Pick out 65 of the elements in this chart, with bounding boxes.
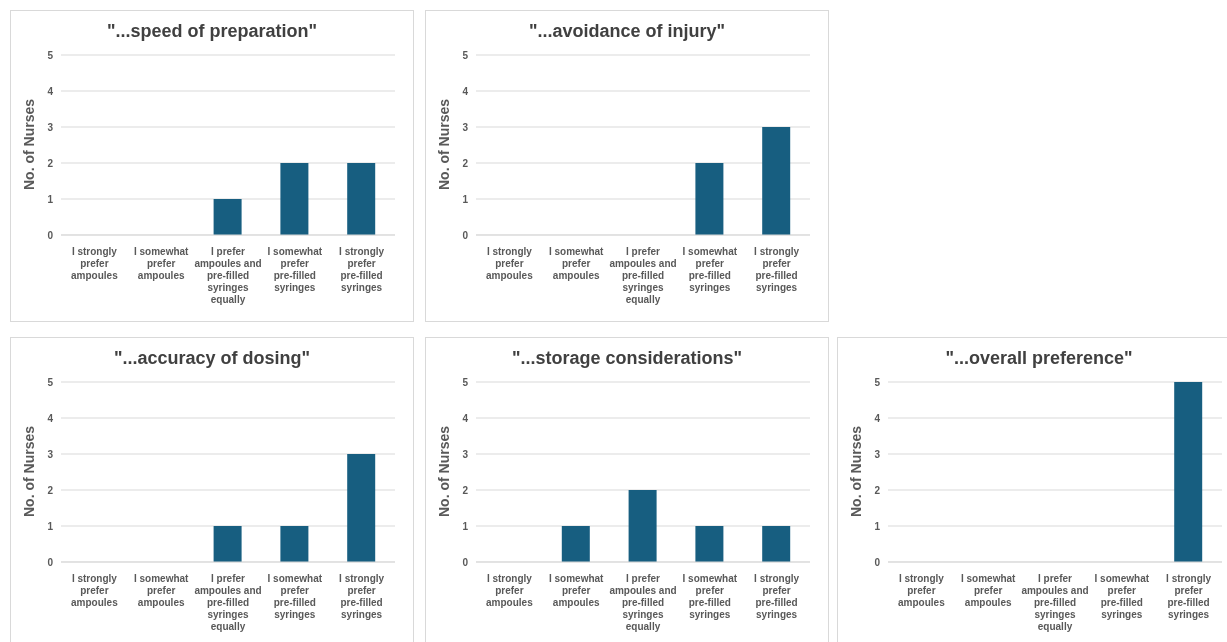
y-tick-label: 1	[874, 520, 881, 532]
x-tick-label: I strongly prefer pre-filled syringes	[754, 573, 800, 620]
x-tick-label: I strongly prefer ampoules	[71, 573, 119, 608]
y-tick-label: 4	[47, 412, 54, 424]
y-tick-label: 5	[47, 49, 54, 61]
y-axis-title: No. of Nurses	[847, 425, 864, 517]
y-tick-label: 1	[47, 520, 54, 532]
y-tick-label: 2	[462, 484, 469, 496]
x-tick-label: I somewhat prefer pre-filled syringes	[682, 573, 738, 620]
chart-title: "...avoidance of injury"	[527, 21, 727, 43]
x-tick-label: I strongly prefer ampoules	[486, 573, 534, 608]
y-tick-label: 0	[462, 556, 469, 568]
y-tick-label: 4	[462, 85, 469, 97]
y-tick-label: 5	[462, 49, 469, 61]
x-tick-label: I strongly prefer pre-filled syringes	[754, 246, 800, 293]
x-tick-label: I somewhat prefer pre-filled syringes	[267, 246, 323, 293]
x-tick-label: I strongly prefer pre-filled syringes	[339, 246, 385, 293]
x-tick-label: I strongly prefer ampoules	[898, 573, 946, 608]
x-tick-label: I somewhat prefer pre-filled syringes	[1094, 573, 1150, 620]
y-tick-label: 2	[47, 157, 54, 169]
y-tick-label: 4	[462, 412, 469, 424]
x-tick-label: I strongly prefer ampoules	[486, 246, 534, 281]
y-tick-label: 2	[47, 484, 54, 496]
x-tick-label: I somewhat prefer ampoules	[960, 573, 1017, 608]
chart-title: "...storage considerations"	[510, 348, 744, 370]
x-tick-label: I prefer ampoules and pre-filled syringes equally	[609, 573, 677, 632]
y-tick-label: 5	[462, 376, 469, 388]
x-tick-label: I prefer ampoules and pre-filled syringes equally	[194, 246, 262, 305]
y-tick-label: 1	[47, 193, 54, 205]
y-tick-label: 3	[462, 448, 469, 460]
y-tick-label: 5	[874, 376, 881, 388]
chart-title: "...accuracy of dosing"	[112, 348, 312, 370]
x-tick-label: I prefer ampoules and pre-filled syringes equally	[194, 573, 262, 632]
y-tick-label: 4	[47, 85, 54, 97]
y-tick-label: 3	[462, 121, 469, 133]
x-tick-label: I somewhat prefer ampoules	[133, 573, 190, 608]
chart-title: "...overall preference"	[944, 348, 1134, 370]
chart-title: "...speed of preparation"	[105, 21, 319, 43]
x-tick-label: I strongly prefer ampoules	[71, 246, 119, 281]
y-axis-title: No. of Nurses	[435, 425, 452, 517]
y-tick-label: 1	[462, 520, 469, 532]
x-tick-label: I somewhat prefer ampoules	[548, 573, 605, 608]
y-tick-label: 3	[874, 448, 881, 460]
x-tick-label: I somewhat prefer pre-filled syringes	[682, 246, 738, 293]
x-tick-label: I somewhat prefer pre-filled syringes	[267, 573, 323, 620]
x-tick-label: I somewhat prefer ampoules	[548, 246, 605, 281]
y-tick-label: 0	[47, 556, 54, 568]
y-tick-label: 0	[462, 229, 469, 241]
x-tick-label: I prefer ampoules and pre-filled syringes equally	[609, 246, 677, 305]
y-tick-label: 5	[47, 376, 54, 388]
y-tick-label: 1	[462, 193, 469, 205]
y-tick-label: 4	[874, 412, 881, 424]
y-axis-title: No. of Nurses	[20, 425, 37, 517]
x-tick-label: I somewhat prefer ampoules	[133, 246, 190, 281]
y-tick-label: 0	[47, 229, 54, 241]
x-tick-label: I strongly prefer pre-filled syringes	[339, 573, 385, 620]
x-tick-label: I strongly prefer pre-filled syringes	[1166, 573, 1212, 620]
y-tick-label: 2	[874, 484, 881, 496]
y-axis-title: No. of Nurses	[435, 98, 452, 190]
y-tick-label: 3	[47, 448, 54, 460]
y-tick-label: 0	[874, 556, 881, 568]
x-tick-label: I prefer ampoules and pre-filled syringes equally	[1021, 573, 1089, 632]
y-tick-label: 3	[47, 121, 54, 133]
y-axis-title: No. of Nurses	[20, 98, 37, 190]
y-tick-label: 2	[462, 157, 469, 169]
